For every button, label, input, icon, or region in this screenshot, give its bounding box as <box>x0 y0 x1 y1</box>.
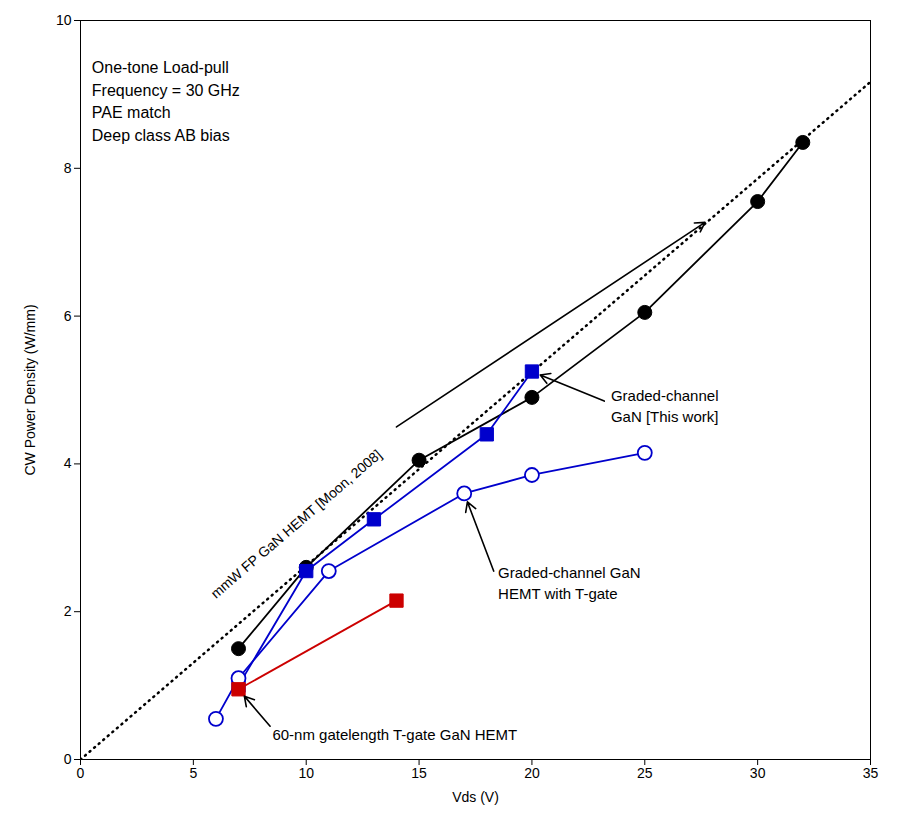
svg-text:5: 5 <box>189 765 197 781</box>
svg-text:Graded-channel GaNHEMT with T-: Graded-channel GaNHEMT with T-gate <box>498 564 641 602</box>
svg-text:Graded-channelGaN [This work]: Graded-channelGaN [This work] <box>611 387 719 425</box>
svg-text:4: 4 <box>64 455 72 471</box>
svg-text:6: 6 <box>64 308 72 324</box>
svg-text:8: 8 <box>64 160 72 176</box>
svg-text:20: 20 <box>524 765 540 781</box>
svg-text:10: 10 <box>298 765 314 781</box>
svg-text:mmW FP GaN HEMT [Moon, 2008]: mmW FP GaN HEMT [Moon, 2008] <box>207 446 384 601</box>
svg-text:Vds (V): Vds (V) <box>452 789 499 805</box>
svg-text:30: 30 <box>750 765 766 781</box>
svg-text:0: 0 <box>77 765 85 781</box>
svg-text:35: 35 <box>863 765 879 781</box>
svg-text:10: 10 <box>56 12 72 28</box>
svg-text:25: 25 <box>637 765 653 781</box>
svg-text:60-nm gatelength T-gate GaN HE: 60-nm gatelength T-gate GaN HEMT <box>272 726 517 743</box>
svg-text:0: 0 <box>64 751 72 767</box>
svg-text:CW Power Density (W/mm): CW Power Density (W/mm) <box>22 304 38 475</box>
svg-text:2: 2 <box>64 603 72 619</box>
svg-text:One-tone Load-pullFrequency =: One-tone Load-pullFrequency = 30 GHzPAE … <box>92 59 240 143</box>
svg-text:15: 15 <box>411 765 427 781</box>
